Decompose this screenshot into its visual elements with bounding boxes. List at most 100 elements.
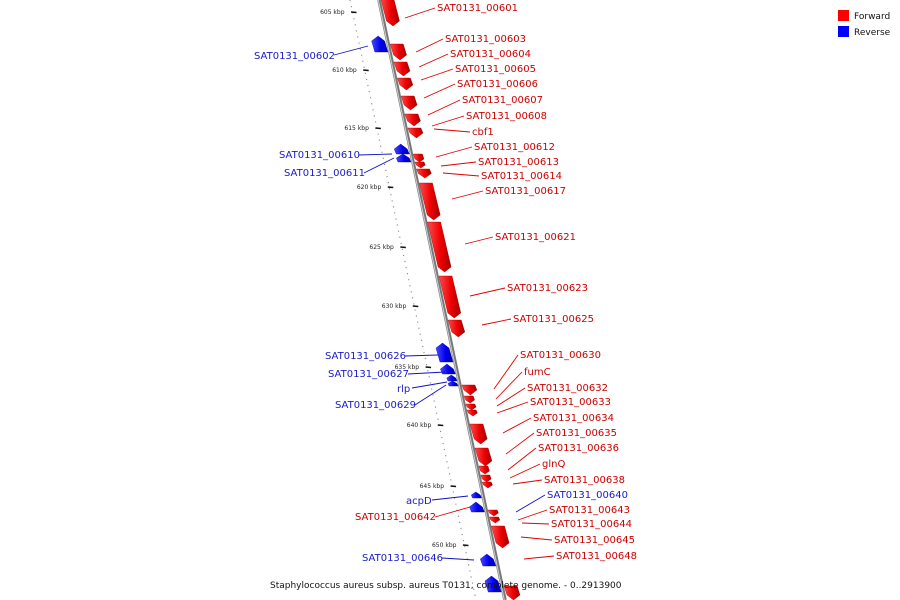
gene-arrow-sat0131_00605[interactable] — [397, 77, 414, 91]
gene-label-sat0131_00601[interactable]: SAT0131_00601 — [437, 3, 518, 14]
gene-arrow-sat0131_00603[interactable] — [389, 43, 407, 61]
gene-leader-line — [464, 236, 494, 245]
gene-label-sat0131_00605[interactable]: SAT0131_00605 — [455, 64, 536, 75]
legend-label-reverse: Reverse — [854, 28, 891, 38]
gene-arrow-sat0131_00644[interactable] — [480, 553, 497, 567]
gene-arrow-rlp[interactable] — [447, 380, 459, 387]
gene-leader-line — [481, 318, 512, 326]
gene-arrow-sat0131_00613[interactable] — [416, 168, 432, 179]
gene-label-cbf1[interactable]: cbf1 — [472, 127, 494, 138]
gene-label-sat0131_00638[interactable]: SAT0131_00638 — [544, 475, 625, 486]
legend-label-forward: Forward — [854, 12, 890, 22]
gene-arrow-sat0131_00643[interactable] — [491, 525, 510, 549]
gene-arrow-sat0131_00629[interactable] — [461, 384, 478, 396]
gene-leader-line — [502, 417, 532, 434]
gene-label-sat0131_00626[interactable]: SAT0131_00626 — [325, 351, 406, 362]
gene-arrow-cbf1[interactable] — [413, 153, 425, 163]
gene-arrow-sat0131_00611[interactable] — [396, 153, 412, 163]
gene-arrow-sat0131_00604[interactable] — [393, 61, 411, 77]
gene-arrow-sat0131_00636[interactable] — [480, 474, 492, 483]
gene-label-fumc[interactable]: fumC — [524, 367, 551, 378]
gene-label-sat0131_00603[interactable]: SAT0131_00603 — [445, 34, 526, 45]
gene-label-sat0131_00602[interactable]: SAT0131_00602 — [254, 51, 335, 62]
gene-arrow-sat0131_00640[interactable] — [487, 509, 499, 517]
gene-arrow-sat0131_00608[interactable] — [407, 127, 424, 139]
gene-arrow-sat0131_00602[interactable] — [371, 35, 389, 53]
gene-label-sat0131_00642[interactable]: SAT0131_00642 — [355, 512, 436, 523]
gene-label-sat0131_00643[interactable]: SAT0131_00643 — [549, 505, 630, 516]
gene-leader-line — [431, 115, 465, 127]
gene-label-sat0131_00634[interactable]: SAT0131_00634 — [533, 413, 614, 424]
gene-leader-line — [411, 381, 448, 389]
gene-label-sat0131_00611[interactable]: SAT0131_00611 — [284, 168, 365, 179]
gene-label-sat0131_00606[interactable]: SAT0131_00606 — [457, 79, 538, 90]
ruler-tick-label: 615 kbp — [344, 125, 369, 132]
gene-label-sat0131_00644[interactable]: SAT0131_00644 — [551, 519, 632, 530]
gene-arrow-glnq[interactable] — [481, 481, 493, 489]
gene-label-sat0131_00646[interactable]: SAT0131_00646 — [362, 553, 443, 564]
gene-arrow-sat0131_00645[interactable] — [484, 575, 502, 593]
gene-arrow-sat0131_00630[interactable] — [463, 395, 475, 404]
gene-label-sat0131_00640[interactable]: SAT0131_00640 — [547, 490, 628, 501]
gene-leader-line — [442, 172, 480, 177]
gene-arrow-sat0131_00627[interactable] — [446, 374, 458, 382]
gene-label-sat0131_00608[interactable]: SAT0131_00608 — [466, 111, 547, 122]
gene-arrow-sat0131_00614[interactable] — [419, 182, 441, 221]
gene-label-sat0131_00612[interactable]: SAT0131_00612 — [474, 142, 555, 153]
gene-arrow-sat0131_00623[interactable] — [447, 319, 466, 338]
gene-arrow-sat0131_00610[interactable] — [393, 143, 410, 155]
gene-label-sat0131_00623[interactable]: SAT0131_00623 — [507, 283, 588, 294]
gene-leader-line — [440, 161, 477, 167]
ruler-tick-label: 605 kbp — [320, 9, 345, 16]
gene-label-sat0131_00617[interactable]: SAT0131_00617 — [485, 186, 566, 197]
gene-arrow-sat0131_00638[interactable] — [471, 491, 482, 499]
gene-label-sat0131_00614[interactable]: SAT0131_00614 — [481, 171, 562, 182]
gene-arrow-sat0131_00621[interactable] — [438, 275, 462, 319]
gene-label-sat0131_00621[interactable]: SAT0131_00621 — [495, 232, 576, 243]
ruler-tick — [387, 186, 394, 189]
gene-arrow-sat0131_00642[interactable] — [489, 516, 501, 524]
gene-label-sat0131_00604[interactable]: SAT0131_00604 — [450, 49, 531, 60]
gene-label-sat0131_00630[interactable]: SAT0131_00630 — [520, 350, 601, 361]
gene-label-sat0131_00629[interactable]: SAT0131_00629 — [335, 400, 416, 411]
gene-arrow-sat0131_00606[interactable] — [400, 95, 418, 111]
map-caption: Staphylococcus aureus subsp. aureus T013… — [270, 581, 622, 591]
gene-label-sat0131_00635[interactable]: SAT0131_00635 — [536, 428, 617, 439]
gene-arrow-sat0131_00625[interactable] — [435, 342, 454, 363]
gene-label-sat0131_00607[interactable]: SAT0131_00607 — [462, 95, 543, 106]
gene-arrow-sat0131_00648[interactable] — [503, 585, 521, 600]
ruler-tick-label: 620 kbp — [357, 184, 382, 191]
gene-label-sat0131_00632[interactable]: SAT0131_00632 — [527, 383, 608, 394]
gene-arrow-sat0131_00617[interactable] — [427, 221, 452, 273]
gene-arrow-sat0131_00607[interactable] — [404, 113, 421, 127]
gene-label-sat0131_00648[interactable]: SAT0131_00648 — [556, 551, 637, 562]
gene-arrow-sat0131_00601[interactable] — [380, 0, 400, 27]
gene-arrow-sat0131_00635[interactable] — [478, 465, 490, 475]
gene-arrow-sat0131_00633[interactable] — [469, 423, 488, 445]
ruler-tick — [375, 127, 381, 130]
gene-label-sat0131_00625[interactable]: SAT0131_00625 — [513, 314, 594, 325]
gene-arrow-sat0131_00632[interactable] — [466, 409, 478, 417]
gene-leader-line — [523, 555, 555, 560]
gene-label-sat0131_00636[interactable]: SAT0131_00636 — [538, 443, 619, 454]
ruler-tick-label: 630 kbp — [382, 303, 407, 310]
gene-label-rlp[interactable]: rlp — [397, 384, 410, 395]
gene-arrow-sat0131_00612[interactable] — [414, 161, 426, 169]
gene-leader-line — [509, 463, 541, 479]
gene-leader-line — [363, 157, 395, 174]
gene-label-sat0131_00610[interactable]: SAT0131_00610 — [279, 150, 360, 161]
gene-leader-line — [495, 371, 523, 400]
gene-label-glnq[interactable]: glnQ — [542, 459, 565, 470]
gene-label-sat0131_00633[interactable]: SAT0131_00633 — [530, 397, 611, 408]
gene-arrow-sat0131_00634[interactable] — [474, 447, 493, 467]
ruler-tick — [412, 305, 419, 308]
gene-leader-line — [418, 53, 449, 68]
gene-arrow-sat0131_00626[interactable] — [440, 363, 456, 375]
gene-label-sat0131_00613[interactable]: SAT0131_00613 — [478, 157, 559, 168]
gene-label-sat0131_00645[interactable]: SAT0131_00645 — [554, 535, 635, 546]
gene-arrow-acpd[interactable] — [469, 501, 485, 513]
gene-label-acpd[interactable]: acpD — [406, 496, 432, 507]
gene-arrow-fumc[interactable] — [465, 403, 477, 411]
gene-leader-line — [415, 38, 444, 53]
gene-label-sat0131_00627[interactable]: SAT0131_00627 — [328, 369, 409, 380]
